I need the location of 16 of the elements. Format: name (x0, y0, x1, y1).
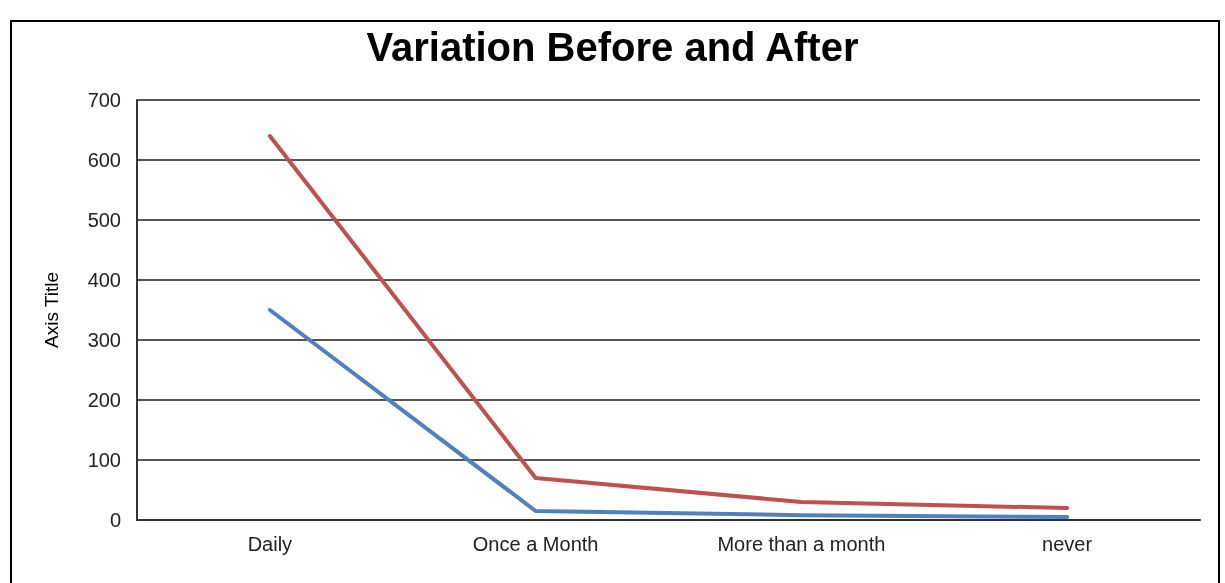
line-series (267, 134, 1070, 510)
line-series (267, 308, 1070, 519)
x-tick-label: More than a month (717, 533, 886, 555)
y-tick-label: 200 (87, 389, 121, 411)
y-axis-title: Axis Title (41, 271, 62, 349)
y-tick-label: 500 (87, 209, 121, 231)
y-tick-label: 100 (87, 449, 121, 471)
y-tick-label: 400 (87, 269, 121, 291)
y-tick-label: 600 (87, 149, 121, 171)
y-tick-label: 300 (87, 329, 121, 351)
y-tick-label: 700 (87, 89, 121, 111)
y-tick-label: 0 (109, 509, 121, 531)
x-tick-label: Daily (247, 533, 293, 555)
x-tick-label: never (1042, 533, 1093, 555)
chart-title: Variation Before and After (366, 25, 859, 69)
x-tick-label: Once a Month (472, 533, 599, 555)
